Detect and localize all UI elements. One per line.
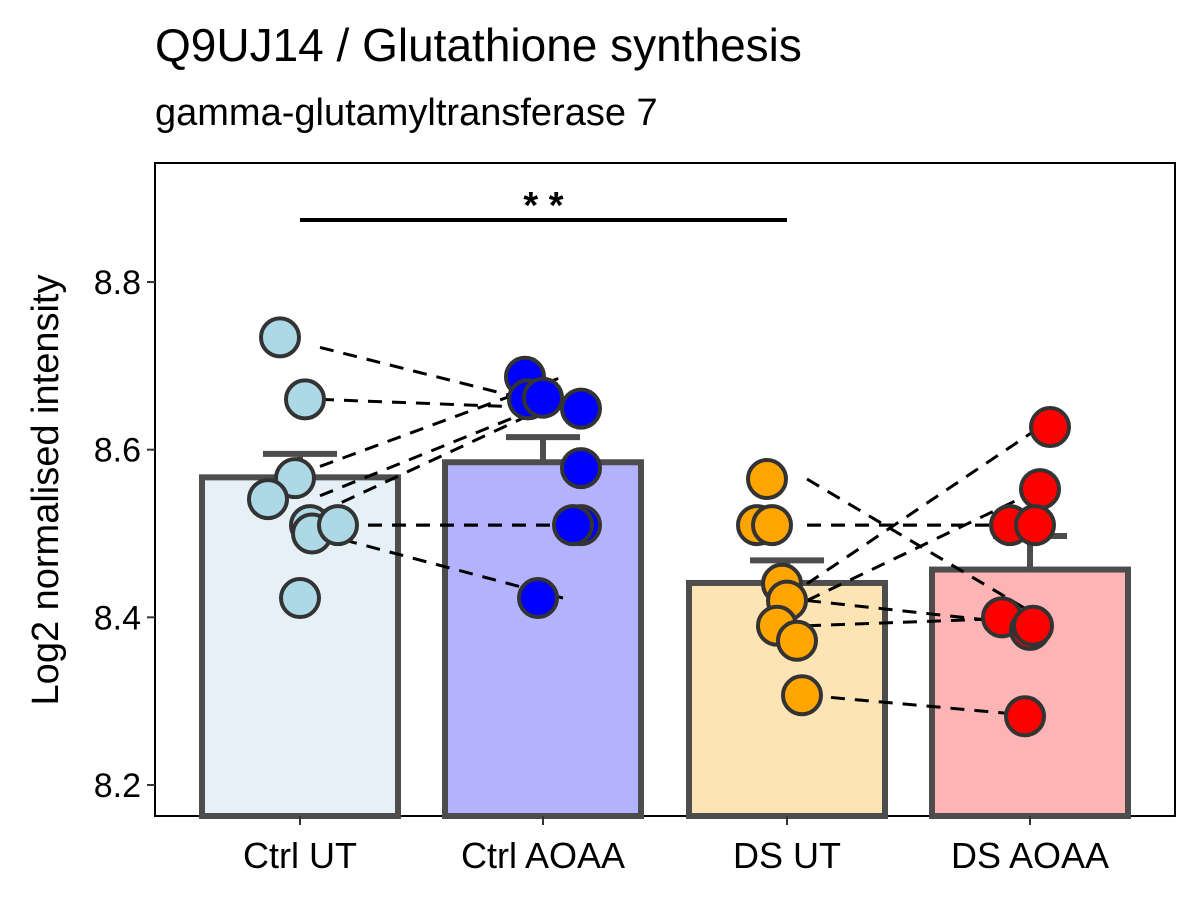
x-tick-label: DS AOAA (951, 835, 1109, 876)
data-point (1014, 504, 1056, 547)
y-axis-label: Log2 normalised intensity (25, 275, 67, 706)
paired-line (319, 375, 564, 468)
data-point (247, 478, 289, 521)
data-point (259, 316, 301, 359)
data-point (776, 619, 818, 662)
y-tick-label: 8.4 (94, 599, 141, 637)
data-point (1004, 695, 1046, 738)
plot-panel (154, 162, 1176, 817)
data-point (781, 674, 823, 717)
data-point (1029, 406, 1071, 449)
chart-subtitle: gamma-glutamyltransferase 7 (155, 92, 658, 134)
paired-line (319, 532, 564, 600)
y-tick-label: 8.6 (94, 432, 141, 470)
data-point (1012, 604, 1054, 647)
paired-line (319, 345, 564, 411)
data-point (284, 378, 326, 421)
paired-line (806, 477, 1041, 619)
data-point (746, 458, 788, 501)
y-tick-label: 8.2 (94, 767, 141, 805)
data-point (560, 387, 602, 430)
x-tick-label: Ctrl AOAA (461, 835, 625, 876)
data-point (279, 577, 321, 620)
data-point (552, 504, 594, 547)
data-point (1019, 468, 1061, 511)
y-tick-label: 8.8 (94, 264, 141, 302)
x-tick-label: Ctrl UT (243, 835, 357, 876)
significance-label: * * (523, 185, 563, 227)
x-tick-label: DS UT (733, 835, 841, 876)
data-point (517, 577, 559, 620)
data-point (560, 447, 602, 490)
data-point (317, 504, 359, 547)
bar (442, 459, 644, 819)
chart-title: Q9UJ14 / Glutathione synthesis (155, 19, 802, 71)
paired-line (806, 487, 1041, 602)
data-point (751, 504, 793, 547)
paired-line (806, 693, 1041, 718)
data-point (522, 376, 564, 419)
